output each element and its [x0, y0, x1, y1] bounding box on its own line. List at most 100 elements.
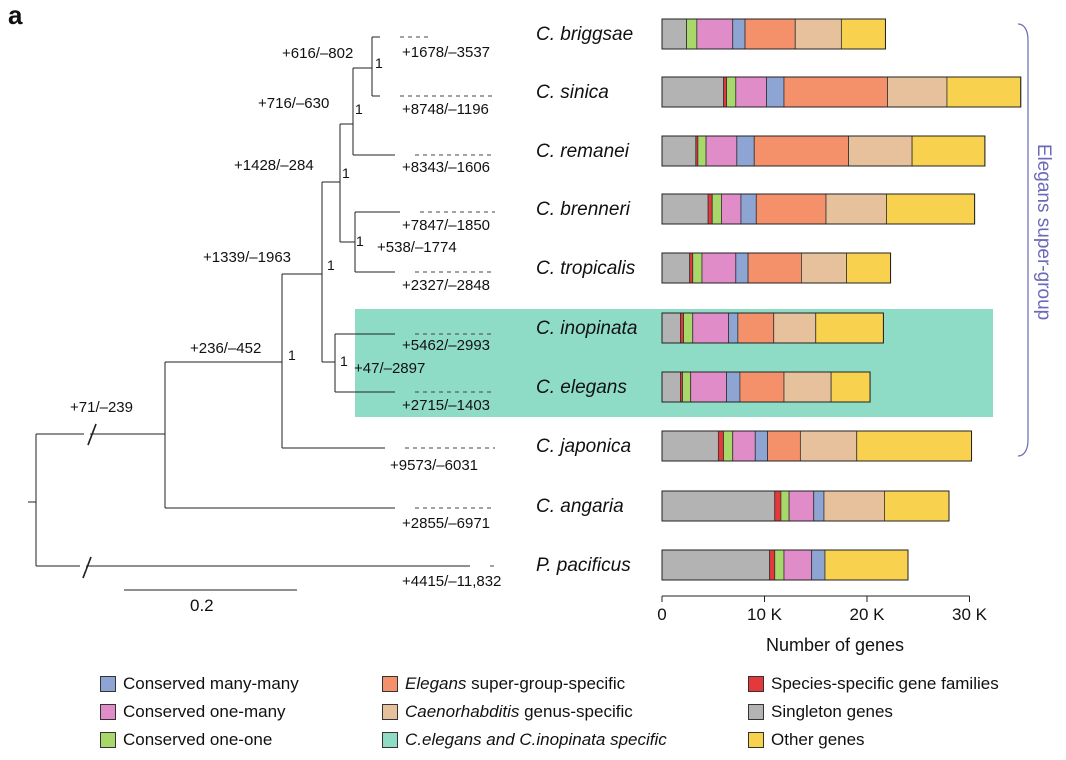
bar-segment [661, 312, 681, 344]
x-axis-label: Number of genes [766, 635, 904, 655]
legend-label: genus-specific [519, 702, 633, 721]
bar-segment [736, 135, 755, 167]
legend-label: Conserved one-one [123, 730, 273, 749]
legend-swatch [382, 704, 398, 720]
legend-label-italic: Elegans [405, 674, 467, 693]
support-value: 1 [375, 55, 383, 71]
species-label: P. pacificus [536, 555, 631, 576]
legend-swatch [382, 676, 398, 692]
bar-segment [680, 312, 684, 344]
bar-segment [661, 135, 697, 167]
bar-segment [701, 252, 737, 284]
legend-label-italic: Caenorhabditis [405, 702, 520, 721]
species-label: C. briggsae [536, 24, 633, 45]
bar-segment [783, 76, 888, 108]
bar-segment [661, 18, 688, 50]
bar-outline [661, 549, 909, 581]
edge-label-brenneri-tip: +7847/–1850 [402, 217, 490, 234]
bar-segment [823, 490, 885, 522]
bar-segment [661, 549, 771, 581]
support-value: 1 [355, 101, 363, 117]
bar-segment [788, 490, 815, 522]
legend-label: Other genes [771, 730, 865, 749]
species-label: C. sinica [536, 82, 609, 103]
bar-outline [661, 76, 1022, 108]
bar-segment [755, 193, 827, 225]
bar-segment [661, 76, 724, 108]
bar-segment [773, 312, 817, 344]
bar-segment [661, 252, 691, 284]
bar-segment [726, 371, 741, 403]
bar-outline [661, 490, 950, 522]
edge-label-elegans-tip: +2715/–1403 [402, 397, 490, 414]
scale-label: 0.2 [190, 596, 214, 615]
edge-label-sinica-tip: +8748/–1196 [402, 101, 489, 118]
bar-segment [825, 193, 887, 225]
bar-segment [686, 18, 698, 50]
bar-outline [661, 252, 892, 284]
bar-segment [848, 135, 913, 167]
bar-segment [815, 312, 884, 344]
edge-label-node-elegans-grp: +1339/–1963 [203, 249, 291, 266]
legend-item: Elegans super-group-specific [382, 674, 625, 694]
bar-segment [946, 76, 1022, 108]
edge-label-japonica-tip: +9573/–6031 [390, 457, 478, 474]
bar-segment [754, 430, 768, 462]
bar-segment [661, 371, 681, 403]
edge-label-remanei-tip: +8343/–1606 [402, 159, 490, 176]
legend-item: Caenorhabditis genus-specific [382, 702, 633, 722]
edge-label-briggsae-tip: +1678/–3537 [402, 44, 490, 61]
bar-segment [753, 135, 849, 167]
bar-segment [692, 252, 703, 284]
species-label: C. tropicalis [536, 258, 636, 279]
support-value: 1 [356, 233, 364, 249]
support-value: 1 [288, 347, 296, 363]
species-label: C. japonica [536, 436, 631, 457]
bar-segment [783, 549, 813, 581]
species-label: C. angaria [536, 496, 624, 517]
bar-segment [740, 193, 757, 225]
bar-segment [766, 76, 785, 108]
bar-segment [887, 76, 948, 108]
bar-segment [767, 430, 801, 462]
legend-item: C.elegans and C.inopinata specific [382, 730, 667, 750]
bar-segment [769, 549, 776, 581]
legend-label: Conserved many-many [123, 674, 299, 693]
bar-segment [697, 135, 707, 167]
edge-label-angaria-tip: +2855/–6971 [402, 515, 490, 532]
bar-outline [661, 193, 976, 225]
edge-label-node-bsrbt: +1428/–284 [234, 157, 314, 174]
bar-segment [682, 371, 692, 403]
x-tick-label: 30 K [952, 605, 988, 624]
legend-swatch [748, 732, 764, 748]
legend-swatch [100, 676, 116, 692]
edge-label-tropicalis-tip: +2327/–2848 [402, 277, 490, 294]
bar-segment [911, 135, 986, 167]
legend-item: Conserved one-one [100, 730, 272, 750]
bar-segment [723, 430, 734, 462]
bar-outline [661, 18, 886, 50]
tree-break-mark [82, 556, 92, 579]
bar-segment [774, 549, 785, 581]
species-label: C. brenneri [536, 199, 631, 220]
legend-label: Species-specific gene families [771, 674, 999, 693]
bar-segment [683, 312, 694, 344]
legend-item: Conserved one-many [100, 702, 286, 722]
bar-segment [711, 193, 722, 225]
edge-label-node-root: +71/–239 [70, 399, 133, 416]
bar-segment [661, 430, 719, 462]
bar-segment [661, 193, 709, 225]
bar-segment [726, 76, 737, 108]
bar-segment [884, 490, 950, 522]
legend-label: super-group-specific [466, 674, 626, 693]
bar-segment [783, 371, 832, 403]
legend-label: Conserved one-many [123, 702, 286, 721]
bar-segment [661, 490, 776, 522]
panel-label: a [8, 0, 23, 30]
bar-outline [661, 135, 986, 167]
bar-segment [692, 312, 730, 344]
tree-break-mark [87, 423, 97, 446]
bar-segment [689, 252, 694, 284]
super-group-label: Elegans super-group [1033, 144, 1054, 320]
figure-canvas: +1678/–3537 +8748/–1196 +8343/–1606 +7847/–… [28, 18, 1054, 655]
